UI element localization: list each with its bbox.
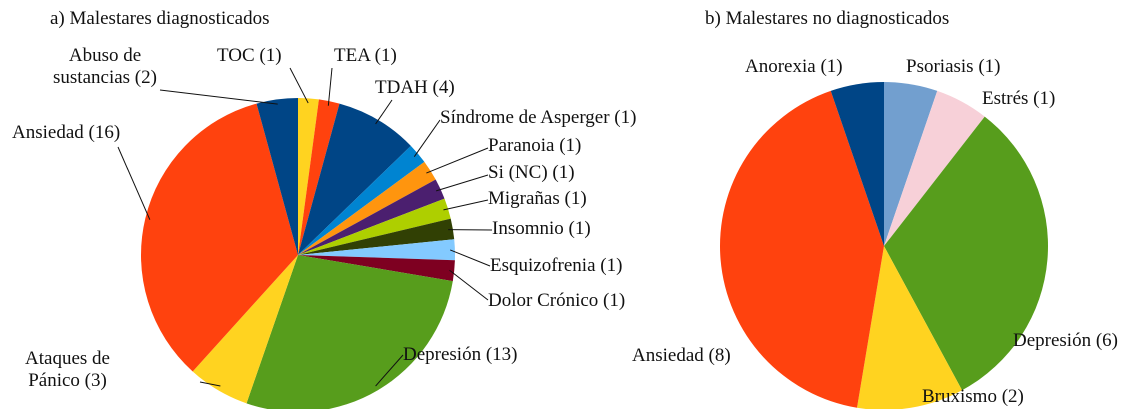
slice-label: Insomnio (1) [492,218,591,239]
pie-slice [298,218,455,255]
chart-title: a) Malestares diagnosticados [50,8,270,29]
slice-label: Anorexia (1) [745,56,843,77]
slice-label: TDAH (4) [375,77,455,98]
leader-line [289,67,309,104]
pie-slice [298,255,455,282]
chart-title: b) Malestares no diagnosticados [705,8,950,29]
leader-line [450,249,491,267]
slice-label: Dolor Crónico (1) [488,290,626,311]
pie-slice [298,99,340,255]
leader-line [443,199,489,211]
pie-slice [298,161,436,255]
slice-label: Síndrome de Asperger (1) [440,107,637,128]
pie-slice [884,82,938,246]
slice-label: Paranoia (1) [488,135,582,156]
pie-slice [141,103,298,372]
pie-slice [298,103,411,255]
leader-line [413,119,441,157]
slice-label: TEA (1) [334,45,397,66]
leader-line [327,67,333,106]
leader-line [199,381,221,387]
pie-slice [719,90,884,408]
pie-slice [246,255,453,409]
leader-line [117,146,151,220]
leader-line [375,354,404,387]
slice-label: Abuso de sustancias (2) [53,45,157,88]
pie-slice [884,116,1048,391]
pie-slice [298,98,319,255]
slice-label: Depresión (13) [403,344,518,365]
slice-label: Depresión (6) [1013,330,1118,351]
pie-slice [298,239,455,261]
leader-line [375,99,393,125]
pie-slice [857,246,963,409]
slice-label: Esquizofrenia (1) [490,255,623,276]
slice-label: Ataques de Pánico (3) [25,348,110,391]
pie-slice [830,82,884,246]
pie-slice [192,255,298,404]
slice-label: Estrés (1) [982,88,1056,109]
slice-label: TOC (1) [217,45,282,66]
pie-slice [884,90,985,246]
leader-line [435,174,489,192]
leader-line [159,89,278,105]
pie-slice [298,198,451,255]
slice-label: Bruxismo (2) [922,386,1024,407]
slice-label: Psoriasis (1) [906,56,1001,77]
leader-line [449,269,489,301]
slice-label: Ansiedad (8) [632,345,731,366]
pie-slice [256,98,298,255]
slice-label: Migrañas (1) [488,188,587,209]
leader-line [426,147,489,174]
slice-label: Ansiedad (16) [12,122,121,143]
pie-slice [298,145,425,255]
pie-slice [298,179,445,255]
slice-label: Si (NC) (1) [488,162,575,183]
